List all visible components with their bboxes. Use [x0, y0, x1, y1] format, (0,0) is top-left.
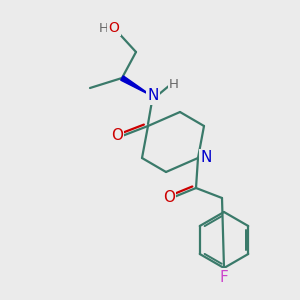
Text: O: O: [111, 128, 123, 143]
Polygon shape: [121, 76, 152, 96]
Text: H: H: [99, 22, 109, 34]
Text: H: H: [169, 77, 179, 91]
Text: N: N: [147, 88, 159, 104]
Text: F: F: [220, 269, 228, 284]
Text: N: N: [200, 151, 212, 166]
Text: O: O: [163, 190, 175, 206]
Text: O: O: [109, 21, 119, 35]
